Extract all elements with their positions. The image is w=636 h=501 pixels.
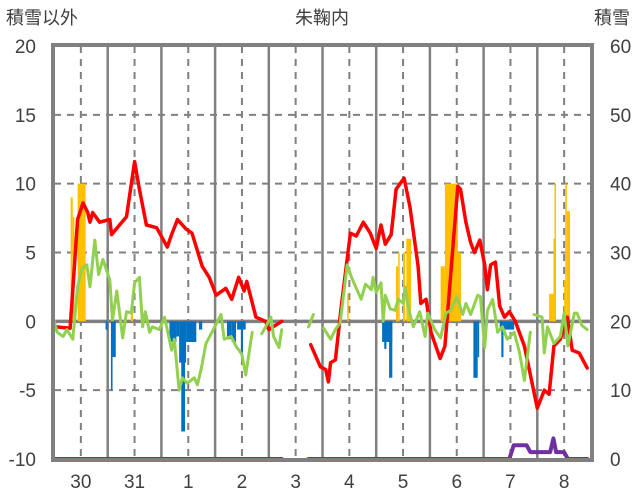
plot-border — [51, 43, 594, 462]
orange-bar — [347, 293, 349, 322]
blue-bar — [105, 321, 108, 330]
x-tick-label: 5 — [398, 472, 409, 493]
y-left-tick-label: -5 — [19, 381, 36, 402]
blue-bar — [169, 321, 177, 342]
orange-bar — [398, 252, 400, 322]
snow-depth-line — [306, 436, 590, 461]
blue-bar — [477, 321, 480, 358]
blue-bar — [226, 321, 232, 340]
left-axis-label: 積雪以外 — [6, 8, 78, 29]
y-left-tick-label: 10 — [15, 175, 36, 196]
blue-bar — [176, 321, 180, 337]
y-left-tick-label: 5 — [25, 244, 36, 265]
red-series-line — [53, 159, 284, 332]
blue-bar — [384, 321, 387, 349]
chart-title: 朱鞠内 — [295, 8, 349, 29]
blue-bar — [181, 321, 186, 432]
x-tick-label: 1 — [183, 472, 194, 493]
x-tick-label: 30 — [70, 472, 91, 493]
x-tick-label: 31 — [124, 472, 145, 493]
y-left-tick-label: 0 — [25, 312, 36, 333]
blue-bar — [389, 321, 393, 378]
orange-bar — [565, 183, 567, 322]
x-tick-label: 7 — [505, 472, 516, 493]
orange-bar — [406, 238, 412, 322]
blue-bar — [186, 321, 197, 342]
x-tick-label: 6 — [451, 472, 462, 493]
green-series-line — [307, 313, 315, 329]
blue-bar — [198, 321, 203, 330]
orange-bar — [566, 211, 571, 322]
orange-bar — [549, 293, 554, 322]
x-tick-label: 4 — [344, 472, 355, 493]
grid — [54, 46, 591, 459]
blue-bar — [240, 321, 244, 358]
orange-bar — [564, 280, 566, 322]
green-series-line — [532, 311, 589, 355]
orange-bar — [554, 183, 556, 322]
orange-bar — [77, 183, 86, 322]
blue-bar — [473, 321, 478, 378]
orange-bar — [70, 197, 73, 322]
green-series-line — [260, 315, 284, 349]
x-tick-label: 2 — [237, 472, 248, 493]
green-series-line — [51, 238, 254, 392]
x-tick-label: 3 — [290, 472, 301, 493]
x-tick-label: 8 — [559, 472, 570, 493]
y-right-tick-label: 10 — [610, 381, 631, 402]
y-right-tick-label: 50 — [610, 106, 631, 127]
y-right-tick-label: 40 — [610, 175, 631, 196]
y-right-tick-label: 60 — [610, 37, 631, 58]
green-series-line — [322, 263, 532, 382]
y-left-tick-label: 15 — [15, 106, 36, 127]
y-right-tick-label: 30 — [610, 244, 631, 265]
blue-bar — [382, 321, 393, 342]
orange-bar — [457, 252, 462, 322]
plot-frame — [51, 43, 594, 462]
y-right-tick-label: 0 — [610, 450, 621, 471]
y-left-tick-label: -10 — [9, 450, 36, 471]
y-right-tick-label: 20 — [610, 312, 631, 333]
orange-bar — [396, 266, 399, 322]
right-axis-label: 積雪 — [594, 8, 630, 29]
blue-bar — [110, 321, 113, 391]
blue-bar — [112, 321, 116, 358]
lines — [51, 159, 590, 461]
orange-bar — [440, 266, 445, 322]
orange-bar — [553, 238, 555, 322]
y-left-tick-label: 20 — [15, 37, 36, 58]
blue-bar — [501, 321, 504, 358]
blue-bar — [231, 321, 237, 342]
blue-bar — [499, 321, 515, 330]
